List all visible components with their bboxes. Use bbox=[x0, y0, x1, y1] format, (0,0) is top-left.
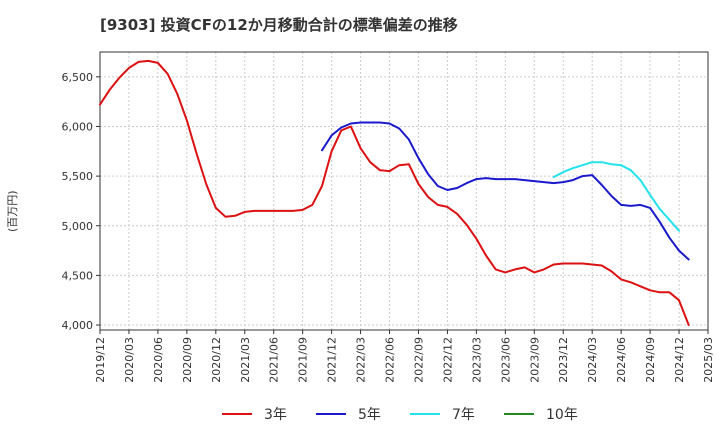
x-tick-label: 2024/09 bbox=[644, 337, 657, 383]
x-tick-label: 2020/09 bbox=[181, 337, 194, 383]
y-tick-label: 6,500 bbox=[62, 71, 94, 84]
x-tick-label: 2024/06 bbox=[615, 337, 628, 383]
chart-title: [9303] 投資CFの12か月移動合計の標準偏差の推移 bbox=[100, 16, 458, 34]
series-line-3 bbox=[552, 161, 680, 232]
x-tick-label: 2021/12 bbox=[326, 337, 339, 383]
y-axis-ticks: 4,000 4,500 5,000 5,500 6,000 6,500 bbox=[62, 71, 100, 332]
y-tick-label: 5,000 bbox=[62, 220, 94, 233]
x-tick-label: 2020/12 bbox=[210, 337, 223, 383]
x-tick-label: 2022/09 bbox=[412, 337, 425, 383]
x-tick-label: 2020/03 bbox=[123, 337, 136, 383]
grid-lines bbox=[99, 52, 709, 330]
x-tick-label: 2021/03 bbox=[239, 337, 252, 383]
legend-label-1: 3年 bbox=[264, 407, 287, 423]
y-tick-label: 4,500 bbox=[62, 269, 94, 282]
legend-label-2: 5年 bbox=[358, 407, 381, 423]
x-tick-label: 2023/06 bbox=[499, 337, 512, 383]
y-tick-label: 4,000 bbox=[62, 319, 94, 332]
x-axis-ticks: 2019/12 2020/03 2020/06 2020/09 2020/12 2021/… bbox=[94, 330, 715, 383]
x-tick-label: 2020/06 bbox=[152, 337, 165, 383]
x-tick-label: 2021/09 bbox=[297, 337, 310, 383]
series-line-2 bbox=[321, 121, 690, 261]
x-tick-label: 2023/12 bbox=[557, 337, 570, 383]
series-line-1 bbox=[99, 59, 690, 326]
x-tick-label: 2022/06 bbox=[384, 337, 397, 383]
legend: 3年 5年 7年 10年 bbox=[222, 407, 578, 423]
x-tick-label: 2022/12 bbox=[441, 337, 454, 383]
legend-label-4: 10年 bbox=[546, 407, 578, 423]
legend-label-3: 7年 bbox=[452, 407, 475, 423]
x-tick-label: 2025/03 bbox=[702, 337, 715, 383]
x-tick-label: 2023/09 bbox=[528, 337, 541, 383]
x-tick-label: 2021/06 bbox=[268, 337, 281, 383]
x-tick-label: 2024/12 bbox=[673, 337, 686, 383]
y-tick-label: 6,000 bbox=[62, 120, 94, 133]
x-tick-label: 2024/03 bbox=[586, 337, 599, 383]
x-tick-label: 2019/12 bbox=[94, 337, 107, 383]
series-lines bbox=[99, 59, 690, 326]
x-tick-label: 2023/03 bbox=[470, 337, 483, 383]
x-tick-label: 2022/03 bbox=[355, 337, 368, 383]
plot-area-frame bbox=[99, 51, 709, 331]
y-tick-label: 5,500 bbox=[62, 170, 94, 183]
